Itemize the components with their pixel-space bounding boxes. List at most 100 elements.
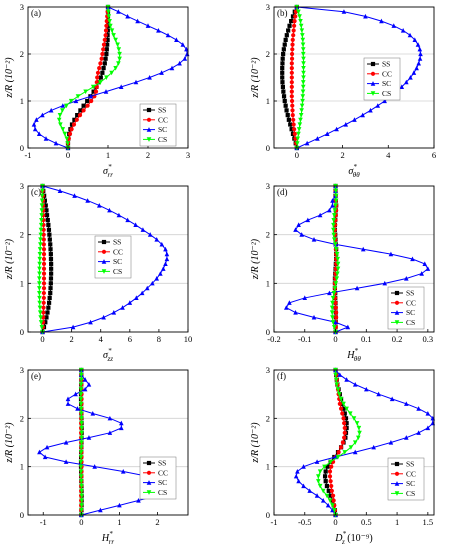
data-point-sc [416,60,421,66]
data-point-sc [70,324,76,330]
data-point-cs [348,445,354,450]
data-point-cs [83,89,88,95]
data-point-sc [407,32,413,38]
data-point-cc [289,84,294,89]
data-point-sc [415,42,421,47]
data-point-cs [117,51,122,57]
data-point-ss [46,305,51,310]
data-point-sc [133,79,139,85]
data-point-cs [37,247,43,252]
data-point-cc [338,445,344,450]
series-cs [56,4,122,151]
x-tick-label: 1 [106,150,110,160]
data-point-cs [296,131,301,137]
data-point-cs [117,56,122,62]
data-point-cs [334,252,340,257]
series-sc [293,367,436,518]
data-point-sc [330,198,335,203]
data-point-ss [105,42,110,47]
data-point-sc [133,222,138,228]
data-point-ss [44,213,50,218]
data-point-sc [417,46,423,52]
data-point-cs [37,261,42,267]
data-point-sc [154,275,160,281]
data-point-sc [400,28,406,33]
data-point-cs [351,416,357,421]
data-point-cc [71,122,77,127]
data-point-cs [78,464,84,470]
data-point-ss [46,227,52,232]
data-point-sc [379,18,384,24]
data-point-ss [46,300,52,305]
data-point-cc [342,430,347,435]
legend-marker [146,127,152,132]
data-point-cs [39,193,45,199]
y-tick-label: 3 [266,365,270,375]
data-point-cs [300,42,306,48]
data-point-cc [336,450,341,455]
legend-marker [146,460,152,466]
data-point-sc [293,310,298,315]
data-point-sc [388,251,394,257]
data-point-cs [335,271,340,277]
plot-frame [273,6,435,149]
y-axis-label: z/R (10⁻²) [4,422,15,464]
data-point-cc [290,37,295,43]
data-point-cs [78,469,84,474]
y-tick-label: 0 [266,510,270,520]
data-point-cs [115,42,120,48]
data-point-ss [323,469,328,474]
legend-marker [101,249,107,254]
data-point-cs [38,237,43,243]
data-point-sc [92,464,97,469]
legend-label: CC [158,115,168,124]
data-point-cc [41,281,47,286]
data-point-sc [60,103,66,108]
data-point-sc [139,290,145,296]
data-point-cs [296,9,301,15]
data-point-cc [41,237,46,242]
data-point-cs [113,66,118,71]
data-point-cs [357,430,362,436]
data-point-cc [41,261,47,266]
data-point-cs [335,256,340,262]
data-point-sc [315,136,320,141]
plot-frame [27,185,189,333]
data-point-cs [332,242,338,247]
data-point-cs [298,113,304,118]
data-point-cc [338,406,344,411]
data-point-sc [299,232,304,237]
data-point-sc [333,319,338,325]
data-point-cs [78,474,84,479]
data-point-cs [354,421,360,426]
y-tick-label: 1 [266,278,270,288]
legend-marker [146,470,152,475]
data-point-cc [342,421,347,426]
data-point-cs [37,310,43,316]
data-point-ss [343,416,349,421]
y-tick-label: 2 [266,413,270,423]
data-point-sc [320,498,326,503]
y-tick-label: 2 [266,49,270,59]
data-point-sc [301,464,306,469]
data-point-cc [292,19,297,24]
data-point-ss [49,271,54,276]
data-point-cc [102,37,107,43]
y-tick-label: 0 [20,327,24,337]
data-point-sc [48,107,54,113]
x-tick-label: -1 [24,150,31,160]
data-point-cs [37,252,43,257]
data-point-sc [150,280,155,286]
x-tick-label: -0.1 [298,334,311,344]
data-point-cs [79,498,85,503]
data-point-cs [79,435,84,441]
data-point-cs [335,261,341,267]
data-point-cs [298,23,304,29]
data-point-cs [79,508,84,513]
data-point-cs [38,315,43,320]
data-point-sc [337,372,343,377]
data-point-cc [289,94,294,99]
